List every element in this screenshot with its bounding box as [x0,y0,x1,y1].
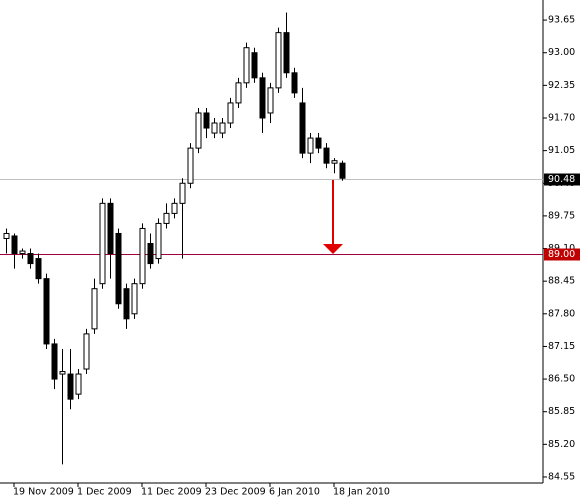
candle-body [11,235,18,255]
candle-body [75,373,82,395]
y-tick-label: 84.55 [548,471,575,482]
candle-body [139,227,146,285]
price-label-box [544,173,580,186]
candle-body [99,202,106,285]
x-tick-label: 6 Jan 2010 [269,487,320,498]
y-tick-label: 88.45 [548,276,575,287]
candle-body [275,32,282,89]
y-tick-label: 89.75 [548,210,575,221]
candle-body [35,258,42,280]
candle-body [331,160,338,164]
y-tick-label: 93.00 [548,47,575,58]
candle-body [283,32,290,74]
candle-body [43,278,50,345]
candle-body [203,112,210,129]
candle-body [51,343,58,380]
y-tick-label: 92.35 [548,80,575,91]
candle-body [243,47,250,84]
candle-body [339,162,346,179]
candle-body [195,112,202,149]
candle-body [291,72,298,94]
x-tick-label: 11 Dec 2009 [141,487,202,498]
x-tick-label: 18 Jan 2010 [333,487,390,498]
candle-body [299,102,306,154]
candle-body [19,250,26,255]
candle-body [107,202,114,255]
candle-body [227,102,234,124]
x-tick-label: 23 Dec 2009 [205,487,266,498]
candle-body [267,87,274,114]
candle-body [323,147,330,164]
candle-body [67,373,74,400]
candle-body [171,202,178,214]
y-tick-label: 91.05 [548,145,575,156]
candle-body [131,283,138,315]
candle-body [155,222,162,260]
y-tick-label: 85.85 [548,406,575,417]
price-label: 90.48 [548,174,575,185]
candle-body [123,288,130,320]
candle-body [251,52,258,79]
candle-body [179,182,186,204]
price-label-box [544,248,580,261]
candle-body [187,147,194,184]
candle-body [83,333,90,370]
candle-body [115,232,122,305]
y-tick-label: 91.70 [548,112,575,123]
y-tick-label: 86.50 [548,374,575,385]
candle-body [307,137,314,154]
candle-body [259,77,266,119]
x-tick-label: 1 Dec 2009 [77,487,132,498]
candle-body [163,212,170,224]
y-tick-label: 87.15 [548,341,575,352]
x-tick-label: 19 Nov 2009 [13,487,74,498]
candle-body [27,253,34,265]
candle-body [91,288,98,330]
candle-body [219,122,226,134]
candle-body [315,137,322,149]
candle-body [235,82,242,104]
candle-body [59,371,66,375]
price-label: 89.00 [548,249,575,260]
y-tick-label: 85.20 [548,439,575,450]
candle-body [147,243,154,265]
candle-body [211,122,218,134]
y-tick-label: 87.80 [548,308,575,319]
candle-body [3,232,10,239]
arrow [323,180,343,254]
y-tick-label: 93.65 [548,15,575,26]
